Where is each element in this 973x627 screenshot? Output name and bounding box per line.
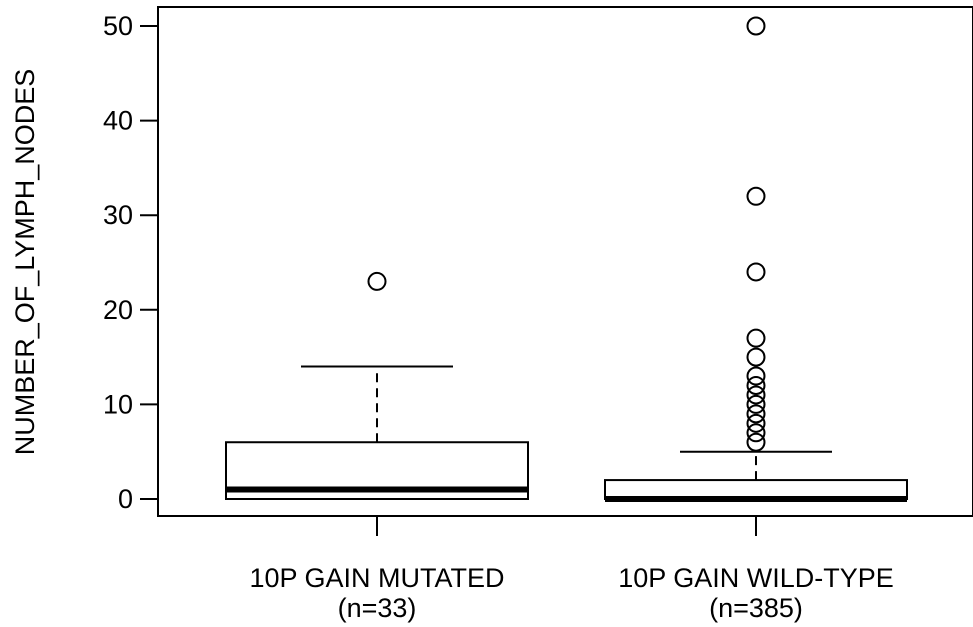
outlier-point <box>746 347 766 367</box>
x-axis: 10P GAIN MUTATED(n=33) 10P GAIN WILD-TYPE… <box>249 515 894 623</box>
y-tick-label: 40 <box>103 106 133 136</box>
outlier-point <box>746 366 766 386</box>
y-tick-label: 50 <box>103 11 133 41</box>
y-axis-label: NUMBER_OF_LYMPH_NODES <box>10 69 40 456</box>
x-tick-label: 10P GAIN WILD-TYPE <box>618 563 894 593</box>
x-tick-label: 10P GAIN MUTATED <box>249 563 504 593</box>
outlier-point <box>746 328 766 348</box>
outlier-point <box>746 404 766 424</box>
outlier-point <box>746 394 766 414</box>
x-tick-sublabel: (n=385) <box>709 593 803 623</box>
box-group <box>604 16 908 502</box>
y-tick-label: 20 <box>103 295 133 325</box>
outlier-point <box>746 375 766 395</box>
outlier-point <box>746 186 766 206</box>
x-tick-sublabel: (n=33) <box>338 593 417 623</box>
outlier-point <box>746 432 766 452</box>
outlier-point <box>746 423 766 443</box>
outlier-point <box>746 262 766 282</box>
outlier-point <box>746 385 766 405</box>
outlier-point <box>367 271 387 291</box>
boxes-layer <box>225 16 908 502</box>
y-tick-label: 10 <box>103 389 133 419</box>
y-axis: 0 10 20 30 40 50 <box>103 11 159 514</box>
box-group <box>225 271 529 500</box>
y-tick-label: 0 <box>118 484 133 514</box>
outlier-point <box>746 413 766 433</box>
plot-frame <box>157 6 973 517</box>
outlier-point <box>746 16 766 36</box>
y-tick-label: 30 <box>103 200 133 230</box>
